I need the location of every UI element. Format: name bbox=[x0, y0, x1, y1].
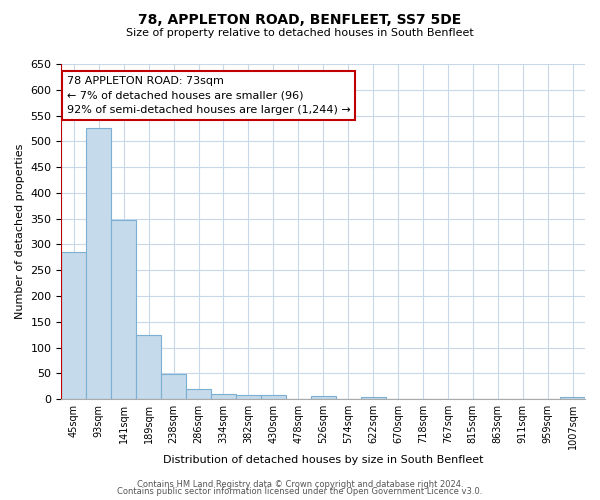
Text: 78 APPLETON ROAD: 73sqm
← 7% of detached houses are smaller (96)
92% of semi-det: 78 APPLETON ROAD: 73sqm ← 7% of detached… bbox=[67, 76, 350, 116]
Bar bbox=[311, 396, 335, 399]
X-axis label: Distribution of detached houses by size in South Benfleet: Distribution of detached houses by size … bbox=[163, 455, 484, 465]
Bar bbox=[161, 374, 186, 399]
Text: Contains public sector information licensed under the Open Government Licence v3: Contains public sector information licen… bbox=[118, 488, 482, 496]
Bar bbox=[261, 395, 286, 399]
Y-axis label: Number of detached properties: Number of detached properties bbox=[15, 144, 25, 320]
Bar bbox=[86, 128, 111, 399]
Bar bbox=[111, 220, 136, 399]
Bar bbox=[361, 397, 386, 399]
Bar bbox=[136, 334, 161, 399]
Text: Contains HM Land Registry data © Crown copyright and database right 2024.: Contains HM Land Registry data © Crown c… bbox=[137, 480, 463, 489]
Bar bbox=[186, 390, 211, 399]
Bar bbox=[61, 252, 86, 399]
Bar bbox=[211, 394, 236, 399]
Bar bbox=[236, 394, 261, 399]
Text: Size of property relative to detached houses in South Benfleet: Size of property relative to detached ho… bbox=[126, 28, 474, 38]
Bar bbox=[560, 396, 585, 399]
Text: 78, APPLETON ROAD, BENFLEET, SS7 5DE: 78, APPLETON ROAD, BENFLEET, SS7 5DE bbox=[139, 12, 461, 26]
